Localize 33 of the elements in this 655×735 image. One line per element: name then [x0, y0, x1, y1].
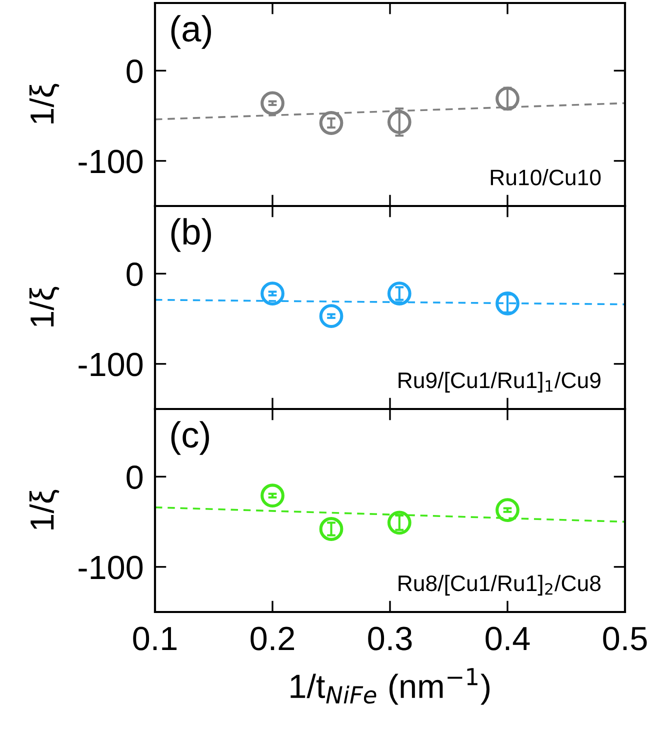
x-tick-label: 0.3: [368, 626, 412, 650]
point: [387, 110, 412, 134]
x-axis-title: 1/t$_{NiFe}$ (nm$^{−1}$): [290, 668, 490, 705]
x-tick-label: 0.1: [133, 626, 177, 650]
y-tick-label: -100: [78, 556, 143, 580]
point: [496, 291, 520, 316]
annotation: Ru10/Cu10: [490, 169, 601, 186]
y-tick-label: 0: [126, 59, 143, 84]
annotation: (a): [171, 15, 211, 49]
annotation: (b): [171, 218, 211, 252]
y-axis-title: 1/ξ: [29, 490, 60, 530]
y-axis-title: 1/ξ: [29, 286, 60, 326]
point: [496, 86, 520, 111]
annotation: Ru9/[Cu1/Ru1]$_{1}$/Cu9: [398, 372, 600, 393]
point: [260, 484, 284, 508]
x-tick-label: 0.5: [603, 626, 647, 650]
point: [260, 282, 284, 306]
y-axis-title: 1/ξ: [29, 84, 60, 124]
point: [319, 517, 344, 541]
point: [387, 510, 412, 535]
y-tick-label: -100: [78, 150, 143, 174]
y-tick-label: -100: [78, 352, 143, 376]
annotation: (c): [171, 421, 209, 455]
point: [319, 111, 344, 135]
point: [319, 304, 344, 328]
point: [496, 498, 520, 522]
point: [387, 282, 412, 306]
point: [260, 91, 284, 116]
annotation: Ru8/[Cu1/Ru1]$_{2}$/Cu8: [398, 574, 601, 596]
x-tick-label: 0.4: [486, 626, 530, 650]
y-tick-label: 0: [126, 262, 143, 286]
y-tick-label: 0: [126, 465, 143, 490]
x-tick-label: 0.2: [250, 626, 294, 650]
